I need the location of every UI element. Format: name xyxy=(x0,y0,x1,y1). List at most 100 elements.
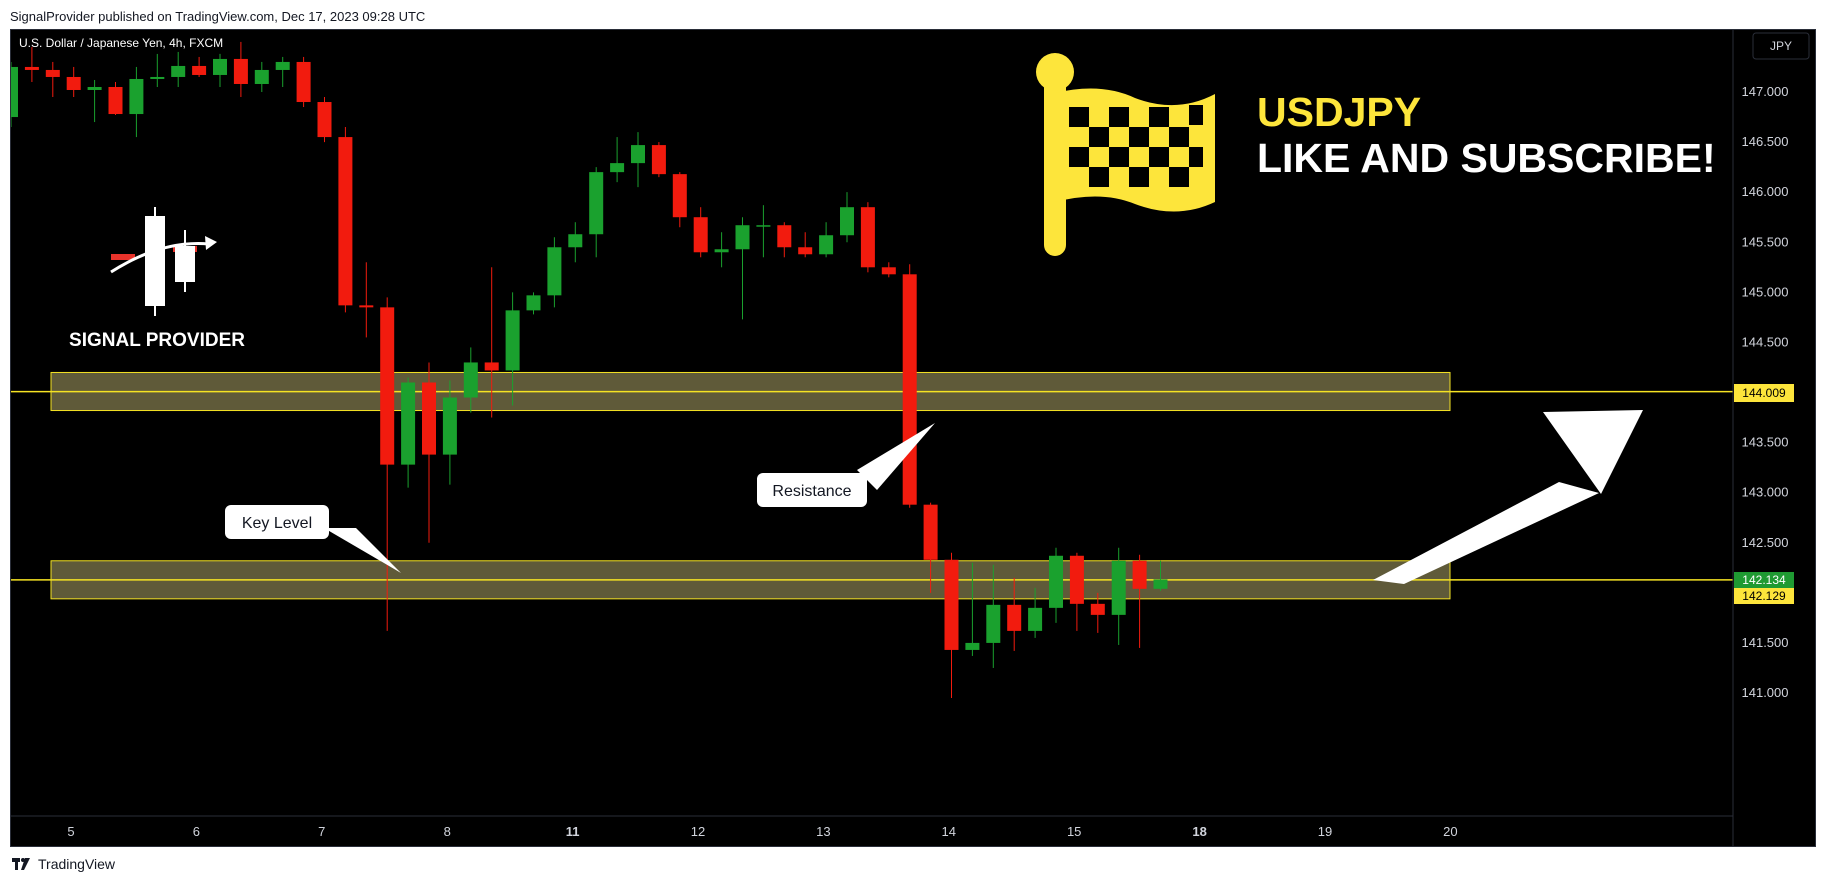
candle-body xyxy=(1007,604,1022,631)
resistance-badge-value: 144.009 xyxy=(1742,386,1786,400)
symbol-info[interactable]: U.S. Dollar / Japanese Yen, 4h, FXCM xyxy=(19,36,223,50)
candle-body xyxy=(965,642,980,650)
price-tick-label: 145.500 xyxy=(1742,234,1789,249)
candle-body xyxy=(192,65,207,75)
candle-body xyxy=(213,58,227,75)
candle-29 xyxy=(610,137,625,183)
candle-body xyxy=(986,604,1001,643)
candlestick-logo-icon xyxy=(110,207,217,316)
resistance-label: Resistance xyxy=(772,483,851,500)
candle-body xyxy=(1069,555,1084,604)
candle-body xyxy=(589,172,604,235)
price-tick-label: 144.500 xyxy=(1742,334,1789,349)
candle-body xyxy=(881,267,896,275)
candle-30 xyxy=(631,132,645,188)
candle-26 xyxy=(547,237,562,308)
candle-body xyxy=(860,207,875,268)
candle-body xyxy=(610,163,625,173)
key-level-callout[interactable]: Key Level xyxy=(225,505,401,573)
candle-body xyxy=(484,362,499,371)
candle-body xyxy=(275,61,290,70)
candle-body xyxy=(526,295,541,311)
candle-22 xyxy=(463,347,478,413)
price-tick-label: 141.000 xyxy=(1742,685,1789,700)
candle-8 xyxy=(171,51,186,87)
candle-body xyxy=(840,207,854,236)
candle-47 xyxy=(986,564,1001,668)
arrow-up-right-icon xyxy=(1373,410,1643,584)
candle-13 xyxy=(275,56,290,87)
candle-body xyxy=(798,247,813,255)
candle-body xyxy=(505,310,520,371)
candle-36 xyxy=(756,205,771,258)
tradingview-brand[interactable]: TradingView xyxy=(38,856,116,872)
key-level-label: Key Level xyxy=(242,515,312,532)
candle-12 xyxy=(254,61,269,92)
time-axis[interactable]: 5 6 7 8 11 12 13 14 15 18 19 20 xyxy=(67,824,1457,839)
candle-body xyxy=(422,382,436,455)
candle-49 xyxy=(1028,587,1043,638)
candle-45 xyxy=(944,552,959,699)
candle-body xyxy=(45,69,60,77)
candle-body xyxy=(1111,560,1126,615)
signal-provider-logo: SIGNAL PROVIDER xyxy=(69,207,245,351)
candle-54 xyxy=(1132,554,1147,648)
candle-body xyxy=(338,137,353,306)
zones-layer xyxy=(11,371,1733,600)
candle-28 xyxy=(589,167,604,258)
chart-frame[interactable]: 147.000 146.500 146.000 145.500 145.000 144.5… xyxy=(10,29,1816,847)
last-price-value: 142.134 xyxy=(1742,573,1786,587)
candle-27 xyxy=(568,222,583,263)
candle-body xyxy=(150,76,165,79)
candle-body xyxy=(401,382,416,465)
candle-body xyxy=(714,249,729,253)
candle-2 xyxy=(45,61,60,98)
date-tick-label: 18 xyxy=(1192,824,1206,839)
candle-39 xyxy=(819,222,834,258)
candle-43 xyxy=(902,264,917,508)
candle-body xyxy=(380,307,395,465)
candle-55 xyxy=(1153,560,1168,591)
resistance-callout[interactable]: Resistance xyxy=(757,423,935,507)
candle-body xyxy=(651,145,666,175)
candle-19 xyxy=(401,377,416,488)
candle-body xyxy=(254,69,269,84)
date-tick-label: 13 xyxy=(816,824,830,839)
promo-ticker: USDJPY xyxy=(1257,89,1421,135)
currency-button[interactable]: JPY xyxy=(1752,32,1810,60)
candle-body xyxy=(317,102,332,138)
date-tick-label: 19 xyxy=(1318,824,1332,839)
candle-48 xyxy=(1007,577,1022,651)
candle-14 xyxy=(296,56,311,108)
candle-body xyxy=(777,225,792,248)
candle-32 xyxy=(672,172,687,228)
candle-16 xyxy=(338,127,353,313)
candle-52 xyxy=(1090,592,1105,633)
candle-46 xyxy=(965,562,980,656)
candle-body xyxy=(442,397,457,455)
candle-44 xyxy=(923,502,938,593)
key-level-badge-value: 142.129 xyxy=(1742,589,1786,603)
key-level-price-badge: 142.129 xyxy=(1734,588,1794,604)
candle-42 xyxy=(881,262,896,278)
candle-body xyxy=(66,76,81,90)
price-tick-label: 143.000 xyxy=(1742,485,1789,500)
tradingview-logo-icon xyxy=(12,858,30,870)
candle-23 xyxy=(484,267,499,418)
candle-body xyxy=(171,65,186,77)
price-axis[interactable]: 147.000 146.500 146.000 145.500 145.000 144.5… xyxy=(1742,84,1789,700)
candle-body xyxy=(108,86,123,115)
promo-cta: LIKE AND SUBSCRIBE! xyxy=(1257,135,1716,181)
date-tick-label: 7 xyxy=(318,824,325,839)
candle-31 xyxy=(651,142,666,178)
candle-50 xyxy=(1049,547,1063,623)
candle-35 xyxy=(735,217,750,320)
candle-40 xyxy=(840,192,854,243)
footer: TradingView xyxy=(12,856,115,872)
candle-body xyxy=(944,559,959,650)
price-tick-label: 146.500 xyxy=(1742,134,1789,149)
candle-1 xyxy=(24,46,39,82)
chart-svg[interactable]: 147.000 146.500 146.000 145.500 145.000 144.5… xyxy=(11,30,1815,846)
candle-41 xyxy=(860,202,875,273)
